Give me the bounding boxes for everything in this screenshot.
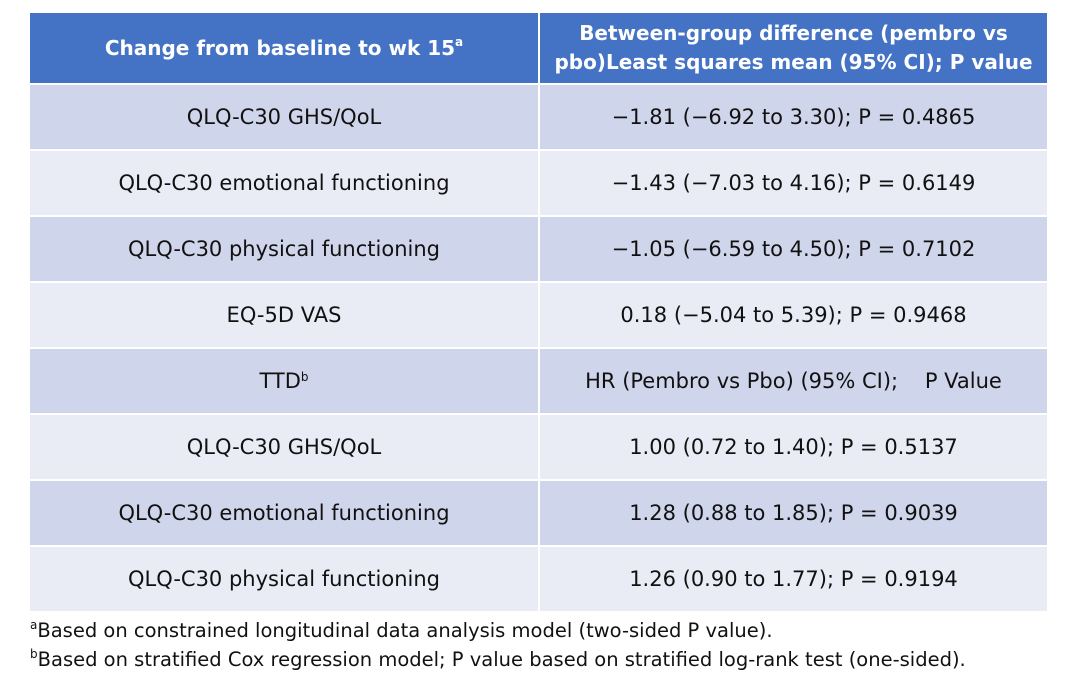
footnote-b-text: Based on stratified Cox regression model… xyxy=(37,648,966,671)
results-table: Change from baseline to wk 15a Between-g… xyxy=(30,13,1047,613)
row-label: QLQ-C30 emotional functioning xyxy=(30,150,540,217)
table-header-row: Change from baseline to wk 15a Between-g… xyxy=(30,13,1047,85)
footnote-a-marker: a xyxy=(30,618,38,632)
header-between-group-difference: Between-group difference (pembro vs pbo)L… xyxy=(539,13,1047,85)
footnote-a-text: Based on constrained longitudinal data a… xyxy=(37,619,773,642)
footnote-b: bBased on stratified Cox regression mode… xyxy=(30,645,966,674)
header-col1-text: Change from baseline to wk 15 xyxy=(104,35,456,60)
footnote-b-marker: b xyxy=(30,647,38,661)
row-label: QLQ-C30 emotional functioning xyxy=(30,480,540,547)
header-change-from-baseline: Change from baseline to wk 15a xyxy=(30,13,540,85)
header-col2-line1: Between-group difference (pembro vs xyxy=(579,21,1008,45)
row-label: QLQ-C30 physical functioning xyxy=(30,546,540,613)
row-value: 1.26 (0.90 to 1.77); P = 0.9194 xyxy=(539,546,1047,613)
table-row: QLQ-C30 physical functioning 1.26 (0.90 … xyxy=(30,546,1047,613)
ttd-subheader-value: HR (Pembro vs Pbo) (95% CI); P Value xyxy=(539,348,1047,415)
table-row: QLQ-C30 emotional functioning −1.43 (−7.… xyxy=(30,150,1047,217)
row-value: −1.43 (−7.03 to 4.16); P = 0.6149 xyxy=(539,150,1047,217)
ttd-label: TTDb xyxy=(30,348,540,415)
row-value: −1.05 (−6.59 to 4.50); P = 0.7102 xyxy=(539,216,1047,283)
row-label: EQ-5D VAS xyxy=(30,282,540,349)
table-row: QLQ-C30 emotional functioning 1.28 (0.88… xyxy=(30,480,1047,547)
table-subheader-row: TTDb HR (Pembro vs Pbo) (95% CI); P Valu… xyxy=(30,348,1047,415)
table-row: EQ-5D VAS 0.18 (−5.04 to 5.39); P = 0.94… xyxy=(30,282,1047,349)
table-row: QLQ-C30 GHS/QoL −1.81 (−6.92 to 3.30); P… xyxy=(30,84,1047,151)
footnotes: aBased on constrained longitudinal data … xyxy=(30,616,966,674)
table-row: QLQ-C30 GHS/QoL 1.00 (0.72 to 1.40); P =… xyxy=(30,414,1047,481)
ttd-label-text: TTD xyxy=(259,369,301,393)
header-col2-line2: pbo)Least squares mean (95% CI); P value xyxy=(554,50,1033,74)
row-label: QLQ-C30 GHS/QoL xyxy=(30,414,540,481)
header-col1-footnote-marker: a xyxy=(455,34,464,49)
footnote-a: aBased on constrained longitudinal data … xyxy=(30,616,966,645)
row-value: 1.00 (0.72 to 1.40); P = 0.5137 xyxy=(539,414,1047,481)
row-value: 1.28 (0.88 to 1.85); P = 0.9039 xyxy=(539,480,1047,547)
row-value: 0.18 (−5.04 to 5.39); P = 0.9468 xyxy=(539,282,1047,349)
row-value: −1.81 (−6.92 to 3.30); P = 0.4865 xyxy=(539,84,1047,151)
row-label: QLQ-C30 physical functioning xyxy=(30,216,540,283)
table-row: QLQ-C30 physical functioning −1.05 (−6.5… xyxy=(30,216,1047,283)
ttd-footnote-marker: b xyxy=(300,370,309,384)
row-label: QLQ-C30 GHS/QoL xyxy=(30,84,540,151)
